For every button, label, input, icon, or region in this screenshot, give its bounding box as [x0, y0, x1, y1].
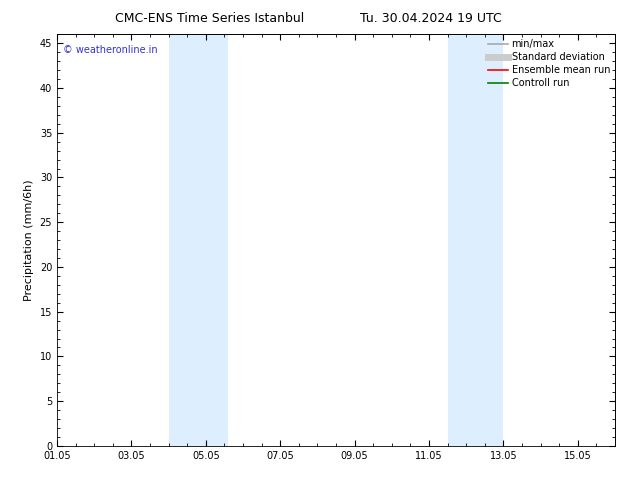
Text: CMC-ENS Time Series Istanbul: CMC-ENS Time Series Istanbul — [115, 12, 304, 25]
Text: Tu. 30.04.2024 19 UTC: Tu. 30.04.2024 19 UTC — [360, 12, 502, 25]
Legend: min/max, Standard deviation, Ensemble mean run, Controll run: min/max, Standard deviation, Ensemble me… — [488, 39, 610, 88]
Text: © weatheronline.in: © weatheronline.in — [63, 45, 157, 54]
Bar — [448, 34, 503, 446]
Y-axis label: Precipitation (mm/6h): Precipitation (mm/6h) — [24, 179, 34, 301]
Bar — [169, 34, 228, 446]
